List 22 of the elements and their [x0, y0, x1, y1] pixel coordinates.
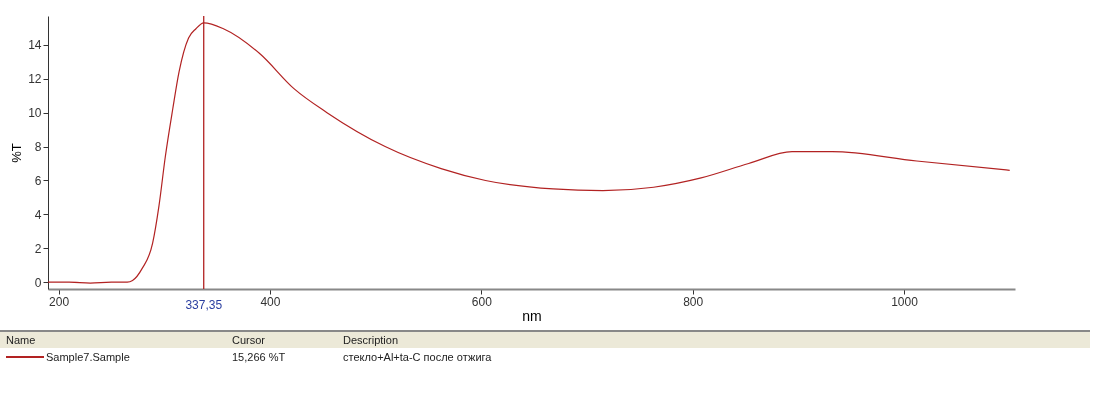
y-tick-label: 4: [34, 207, 42, 222]
y-tick-label: 6: [34, 173, 42, 188]
y-axis-title: %T: [9, 143, 25, 163]
x-tick-label: 600: [471, 294, 493, 309]
text: Name: [5, 334, 37, 346]
text: 15,266 %T: [231, 351, 287, 363]
text: Description: [342, 334, 400, 346]
y-tick-label: 8: [34, 140, 42, 155]
x-tick-label: 400: [260, 294, 281, 309]
y-tick-label: 2: [34, 241, 42, 256]
ref-line-label: 337,35: [185, 298, 223, 312]
y-tick-label: 14: [28, 38, 42, 53]
y-tick-label: 0: [34, 275, 42, 290]
x-axis-title: nm: [522, 307, 542, 324]
x-tick-label: 800: [683, 294, 704, 309]
legend-label: Sample7.Sample: [46, 351, 130, 363]
text: Cursor: [231, 334, 266, 346]
text: стекло+Al+ta-C после отжига: [342, 351, 493, 363]
y-tick-label: 12: [28, 72, 42, 87]
y-tick-label: 10: [28, 106, 42, 121]
x-tick-label: 200: [49, 294, 70, 309]
x-tick-label: 1000: [891, 294, 919, 309]
